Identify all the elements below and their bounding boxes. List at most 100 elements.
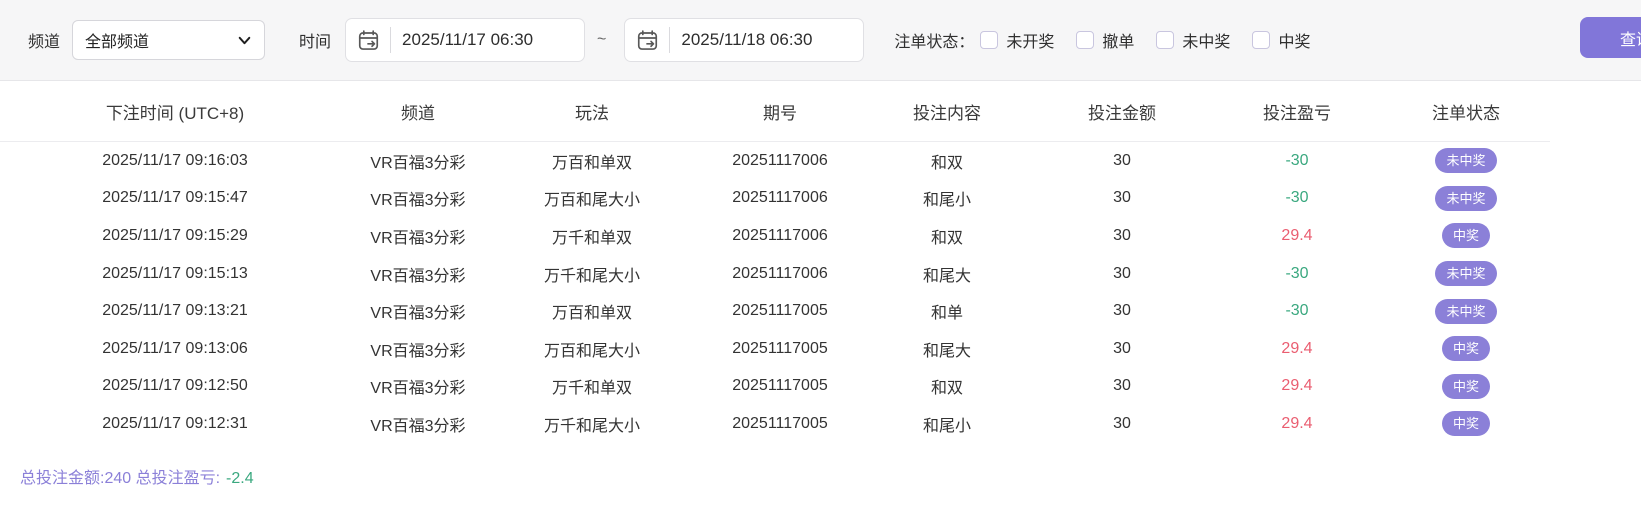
cell-play-type: 万千和尾大小 bbox=[543, 417, 640, 435]
cell-play-type: 万百和尾大小 bbox=[543, 342, 640, 360]
cell-status: 中奖 bbox=[1382, 373, 1550, 399]
end-time-input[interactable]: 2025/11/18 06:30 bbox=[624, 18, 865, 62]
checkbox-icon[interactable] bbox=[980, 31, 999, 49]
cell-channel: VR百福3分彩 bbox=[370, 342, 466, 360]
cell-channel: VR百福3分彩 bbox=[370, 380, 466, 398]
table-row: 2025/11/17 09:15:29 VR百福3分彩 万千和单双 202511… bbox=[0, 217, 1550, 255]
checkbox-icon[interactable] bbox=[1076, 31, 1095, 49]
cell-channel: VR百福3分彩 bbox=[370, 305, 466, 323]
cell-bet-time: 2025/11/17 09:12:31 bbox=[102, 414, 248, 432]
table-row: 2025/11/17 09:16:03 VR百福3分彩 万百和单双 202511… bbox=[0, 142, 1550, 180]
cell-profit: -30 bbox=[1285, 264, 1309, 282]
input-divider bbox=[390, 27, 392, 53]
status-badge: 中奖 bbox=[1441, 373, 1490, 399]
order-status-label: 注单状态： bbox=[894, 34, 975, 51]
status-checkbox-option[interactable]: 未开奖 bbox=[980, 28, 1054, 52]
cell-issue-number: 20251117005 bbox=[732, 414, 828, 432]
cell-bet-content: 和尾小 bbox=[922, 192, 971, 210]
channel-select-value: 全部频道 bbox=[85, 34, 150, 51]
table-row: 2025/11/17 09:15:13 VR百福3分彩 万千和尾大小 20251… bbox=[0, 255, 1550, 293]
cell-bet-time: 2025/11/17 09:13:06 bbox=[102, 339, 248, 357]
cell-channel: VR百福3分彩 bbox=[370, 229, 466, 247]
cell-status: 未中奖 bbox=[1382, 185, 1550, 211]
calendar-icon bbox=[635, 28, 660, 53]
cell-status: 中奖 bbox=[1382, 411, 1550, 437]
input-divider bbox=[669, 27, 671, 53]
column-header: 期号 bbox=[763, 103, 797, 123]
cell-bet-amount: 30 bbox=[1113, 414, 1131, 432]
cell-bet-amount: 30 bbox=[1113, 151, 1131, 169]
status-badge: 未中奖 bbox=[1435, 261, 1497, 287]
cell-bet-content: 和尾小 bbox=[922, 417, 971, 435]
column-header: 投注金额 bbox=[1088, 103, 1156, 123]
cell-bet-time: 2025/11/17 09:15:47 bbox=[102, 189, 248, 207]
checkbox-label: 未开奖 bbox=[1006, 34, 1055, 51]
table-row: 2025/11/17 09:13:21 VR百福3分彩 万百和单双 202511… bbox=[0, 292, 1550, 330]
end-time-value: 2025/11/18 06:30 bbox=[681, 30, 813, 49]
status-checkbox-option[interactable]: 未中奖 bbox=[1156, 28, 1230, 52]
channel-label: 频道 bbox=[28, 34, 61, 51]
cell-bet-amount: 30 bbox=[1113, 189, 1131, 207]
status-badge: 未中奖 bbox=[1435, 298, 1497, 324]
cell-issue-number: 20251117006 bbox=[732, 151, 828, 169]
cell-bet-amount: 30 bbox=[1113, 226, 1131, 244]
column-header: 注单状态 bbox=[1432, 103, 1500, 123]
cell-issue-number: 20251117005 bbox=[732, 339, 828, 357]
cell-bet-amount: 30 bbox=[1113, 339, 1131, 357]
checkbox-label: 撤单 bbox=[1102, 34, 1135, 51]
checkbox-label: 中奖 bbox=[1278, 34, 1311, 51]
cell-channel: VR百福3分彩 bbox=[370, 267, 466, 285]
cell-bet-time: 2025/11/17 09:12:50 bbox=[102, 377, 248, 395]
status-badge: 中奖 bbox=[1441, 223, 1490, 249]
channel-select[interactable]: 全部频道 bbox=[72, 20, 266, 60]
time-label: 时间 bbox=[299, 34, 332, 51]
table-row: 2025/11/17 09:12:50 VR百福3分彩 万千和单双 202511… bbox=[0, 368, 1550, 406]
cell-channel: VR百福3分彩 bbox=[370, 154, 466, 172]
cell-issue-number: 20251117006 bbox=[732, 264, 828, 282]
chevron-down-icon bbox=[237, 33, 252, 48]
column-header: 投注盈亏 bbox=[1263, 103, 1331, 123]
cell-channel: VR百福3分彩 bbox=[370, 192, 466, 210]
checkbox-icon[interactable] bbox=[1252, 31, 1271, 49]
start-time-value: 2025/11/17 06:30 bbox=[402, 30, 534, 49]
cell-profit: -30 bbox=[1285, 302, 1309, 320]
table-row: 2025/11/17 09:15:47 VR百福3分彩 万百和尾大小 20251… bbox=[0, 180, 1550, 218]
column-header: 玩法 bbox=[575, 103, 609, 123]
summary-profit-value: -2.4 bbox=[226, 469, 254, 487]
summary-totals: 总投注金额:240 总投注盈亏: -2.4 bbox=[20, 464, 1641, 488]
cell-bet-content: 和尾大 bbox=[922, 342, 971, 360]
query-button[interactable]: 查询 bbox=[1580, 17, 1641, 58]
records-table: 下注时间 (UTC+8) 频道 玩法 期号 投注内容 投注金额 投注盈亏 注单状… bbox=[0, 81, 1641, 443]
cell-issue-number: 20251117005 bbox=[732, 302, 828, 320]
table-row: 2025/11/17 09:12:31 VR百福3分彩 万千和尾大小 20251… bbox=[0, 405, 1550, 443]
cell-issue-number: 20251117006 bbox=[732, 189, 828, 207]
table-header-row: 下注时间 (UTC+8) 频道 玩法 期号 投注内容 投注金额 投注盈亏 注单状… bbox=[0, 81, 1550, 142]
cell-status: 未中奖 bbox=[1382, 298, 1550, 324]
checkbox-icon[interactable] bbox=[1156, 31, 1175, 49]
cell-status: 未中奖 bbox=[1382, 261, 1550, 287]
table-body: 2025/11/17 09:16:03 VR百福3分彩 万百和单双 202511… bbox=[0, 142, 1641, 443]
cell-bet-time: 2025/11/17 09:13:21 bbox=[102, 302, 248, 320]
cell-bet-amount: 30 bbox=[1113, 377, 1131, 395]
cell-play-type: 万百和单双 bbox=[551, 305, 632, 323]
cell-profit: 29.4 bbox=[1281, 226, 1313, 244]
start-time-input[interactable]: 2025/11/17 06:30 bbox=[345, 18, 586, 62]
status-checkbox-option[interactable]: 撤单 bbox=[1076, 28, 1134, 52]
cell-profit: 29.4 bbox=[1281, 414, 1313, 432]
cell-bet-content: 和双 bbox=[930, 229, 963, 247]
calendar-icon bbox=[356, 28, 381, 53]
cell-bet-time: 2025/11/17 09:16:03 bbox=[102, 151, 248, 169]
status-checkbox-option[interactable]: 中奖 bbox=[1252, 28, 1310, 52]
cell-status: 中奖 bbox=[1382, 223, 1550, 249]
cell-profit: 29.4 bbox=[1281, 339, 1313, 357]
cell-profit: 29.4 bbox=[1281, 377, 1313, 395]
cell-bet-content: 和单 bbox=[930, 305, 963, 323]
cell-status: 中奖 bbox=[1382, 336, 1550, 362]
table-row: 2025/11/17 09:13:06 VR百福3分彩 万百和尾大小 20251… bbox=[0, 330, 1550, 368]
cell-bet-time: 2025/11/17 09:15:29 bbox=[102, 226, 248, 244]
cell-profit: -30 bbox=[1285, 151, 1309, 169]
cell-issue-number: 20251117005 bbox=[732, 377, 828, 395]
cell-bet-time: 2025/11/17 09:15:13 bbox=[102, 264, 248, 282]
column-header: 投注内容 bbox=[913, 103, 981, 123]
